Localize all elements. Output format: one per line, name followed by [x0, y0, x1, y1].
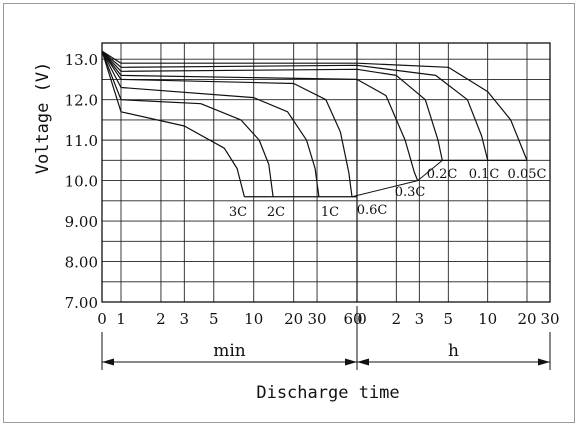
x-tick-label: 60: [343, 310, 362, 328]
series-line-1C: [101, 50, 320, 197]
y-tick-label: 8.00: [65, 254, 98, 272]
plot-border: [101, 42, 551, 303]
x-tick-label: 1: [116, 310, 126, 328]
x-tick-label: 20: [284, 310, 303, 328]
x-tick-label: 5: [444, 310, 454, 328]
y-tick-label: 7.00: [65, 294, 98, 312]
series-label: 0.6C: [357, 203, 388, 218]
series-line-0_3C: [101, 50, 419, 181]
range-label: min: [213, 341, 246, 361]
x-tick-label: 2: [392, 310, 402, 328]
x-tick-label: 2: [156, 310, 166, 328]
figure-frame: [3, 3, 575, 423]
x-tick-label: 30: [307, 310, 326, 328]
y-tick-label: 10.0: [65, 173, 98, 191]
series-line-0_05C: [101, 50, 528, 161]
range-arrow-h-arrowhead: [538, 358, 550, 366]
y-tick-label: 9.00: [65, 213, 98, 231]
x-tick-label: 10: [478, 310, 497, 328]
y-tick-label: 11.0: [65, 132, 98, 150]
x-axis-label: Discharge time: [256, 383, 399, 403]
series-label: 1C: [321, 205, 339, 220]
x-tick-label: 0: [97, 310, 107, 328]
range-arrow-min-arrowhead: [345, 358, 357, 366]
series-line-0_1C: [101, 50, 489, 161]
series-label: 0.1C: [469, 167, 500, 182]
range-arrow-min-arrowhead: [102, 358, 114, 366]
y-tick-label: 13.0: [65, 51, 98, 69]
series-line-2C: [101, 50, 274, 197]
series-label: 0.05C: [508, 167, 547, 182]
y-tick-label: 12.0: [65, 92, 98, 110]
connector-0_3C: [417, 159, 443, 181]
x-tick-label: 30: [540, 310, 559, 328]
x-tick-label: 5: [209, 310, 219, 328]
series-line-0_2C: [101, 50, 443, 161]
x-tick-label: 0: [357, 310, 367, 328]
range-label: h: [448, 341, 459, 361]
series-line-0_6C: [101, 50, 353, 197]
series-label: 3C: [229, 205, 247, 220]
y-axis-label: Voltage (V): [33, 62, 53, 175]
x-tick-label: 3: [415, 310, 425, 328]
series-line-3C: [101, 50, 245, 197]
x-tick-label: 20: [517, 310, 536, 328]
series-label: 2C: [267, 205, 285, 220]
connector-0_6C: [351, 180, 418, 198]
range-arrow-h-arrowhead: [357, 358, 369, 366]
x-tick-label: 3: [180, 310, 190, 328]
x-tick-label: 10: [244, 310, 263, 328]
series-label: 0.2C: [427, 167, 458, 182]
series-label: 0.3C: [395, 185, 426, 200]
